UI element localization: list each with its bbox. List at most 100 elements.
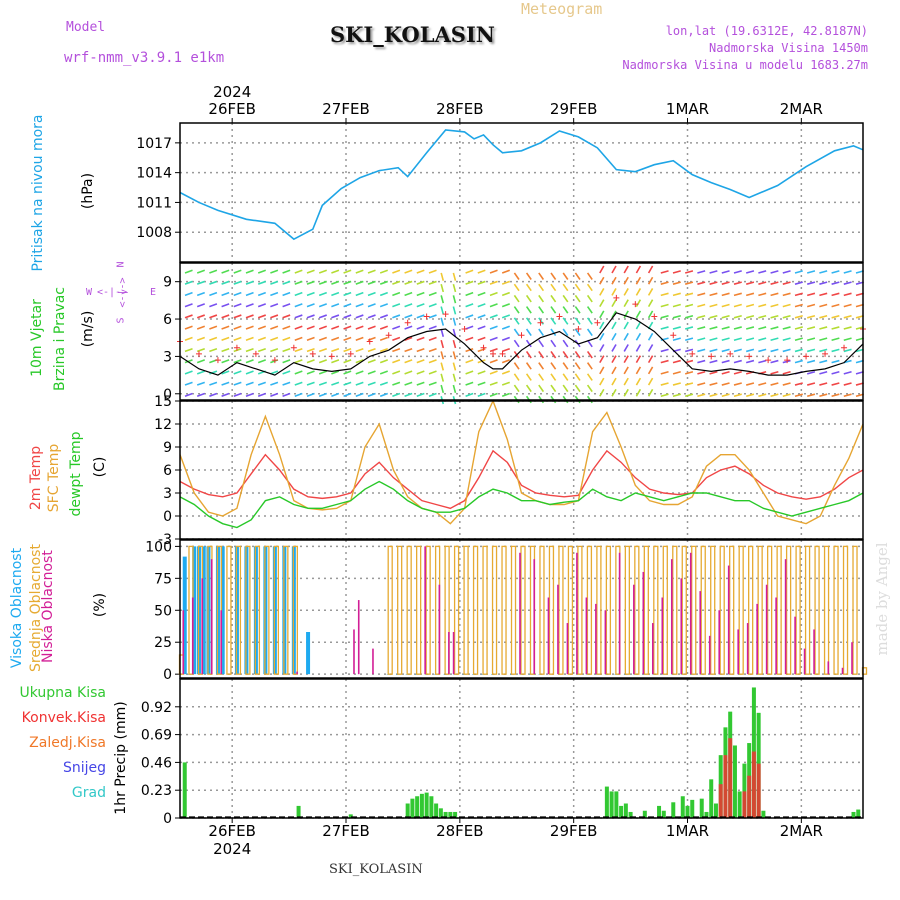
precip-bar-total (438, 808, 443, 818)
wind-arrow (355, 269, 364, 274)
cloud-bar-low (718, 610, 721, 675)
wind-arrow (635, 276, 642, 285)
gust-marker (784, 357, 791, 364)
wind-arrow (574, 373, 581, 381)
cloud-bar-mid (264, 545, 270, 675)
wind-arrow (331, 325, 340, 330)
cloud-bar-mid (577, 545, 583, 675)
cloud-bar-mid (273, 545, 280, 675)
wind-arrow (306, 347, 315, 353)
wind-arrow (501, 280, 510, 285)
cloud-bar-low (566, 623, 569, 675)
wind-arrow (221, 269, 230, 274)
wind-arrow (184, 392, 193, 398)
wind-arrow (477, 392, 486, 398)
wind-arrow (599, 344, 605, 352)
wind-arrow (660, 393, 669, 398)
cloud-bar-low (737, 629, 739, 675)
wind-arrow (428, 370, 437, 375)
wind-arrow (331, 269, 340, 274)
wind-arrow (709, 348, 718, 353)
panel-border-pressure (179, 122, 864, 263)
wind-arrow (416, 347, 425, 353)
precip-bar-total (657, 805, 662, 818)
compass-west: W (86, 287, 93, 298)
wind-arrow (392, 314, 401, 319)
wind-arrow (745, 382, 755, 386)
wind-arrow (697, 337, 706, 341)
wind-arrow (574, 384, 581, 393)
wind-arrow (233, 359, 242, 364)
wind-arrow (538, 373, 545, 381)
legend-snow: Snijeg (62, 760, 106, 776)
precip-bar-total (410, 798, 415, 818)
wind-arrow (672, 371, 681, 375)
y-tick-label: 6 (163, 312, 172, 328)
temp-line-dewpt (179, 480, 864, 529)
wind-arrow (806, 371, 816, 375)
wind-arrow (733, 382, 742, 386)
wind-arrow (343, 392, 352, 398)
legend-frozen: Zaledj.Kisa (29, 735, 106, 751)
gust-marker (727, 350, 734, 357)
wind-arrow (745, 292, 755, 297)
y-tick-label: 12 (154, 417, 172, 433)
cloud-bar-low (585, 597, 588, 675)
wind-arrow (367, 303, 376, 308)
wind-arrow (758, 292, 767, 297)
wind-arrow (697, 326, 706, 330)
wind-arrow (196, 347, 205, 353)
wind-arrow (697, 359, 706, 364)
wind-arrow (404, 325, 413, 330)
wind-arrow (501, 336, 510, 341)
wind-arrow (331, 291, 340, 297)
wind-arrow (331, 303, 340, 308)
y-tick-label: 25 (154, 635, 172, 651)
wind-arrow (392, 347, 401, 353)
wind-arrow (221, 291, 230, 297)
wind-arrow (331, 370, 340, 375)
wind-arrow (623, 377, 629, 386)
precip-bar-total (709, 779, 714, 818)
wind-arrow (635, 332, 642, 341)
y-tick-label: 1011 (136, 195, 172, 211)
wind-arrow (233, 269, 242, 274)
gust-marker (461, 326, 468, 333)
wind-arrow (318, 280, 327, 285)
wind-arrow (245, 269, 254, 274)
wind-arrow (452, 351, 457, 360)
wind-arrow (501, 381, 510, 386)
wind-arrow (501, 392, 510, 398)
cloud-bar-mid (814, 545, 820, 675)
precip-bar-convective (728, 738, 733, 818)
wind-arrow (270, 269, 279, 274)
wind-arrow (306, 280, 315, 285)
wind-arrow (465, 336, 474, 341)
wind-arrow (562, 317, 569, 325)
wind-arrow (745, 359, 755, 364)
wind-arrow (282, 280, 291, 285)
wind-arrow (684, 314, 694, 319)
wind-arrow (428, 392, 437, 398)
wind-arrow (782, 337, 791, 341)
wind-arrow (416, 359, 425, 364)
wind-arrow (282, 314, 291, 319)
wind-arrow (733, 371, 742, 375)
precip-bar-total (609, 791, 614, 818)
wind-arrow (709, 292, 718, 297)
precip-bar-total (434, 803, 439, 818)
y-tick-label: 50 (154, 603, 172, 619)
cloud-bar-mid (453, 545, 460, 675)
wind-arrow (794, 337, 803, 341)
wind-arrow (819, 393, 828, 398)
wind-arrow (513, 328, 520, 337)
wind-arrow (635, 265, 642, 274)
wind-arrow (440, 295, 445, 304)
wind-arrow (586, 384, 593, 393)
wind-arrow (501, 370, 510, 375)
wind-arrow (709, 359, 718, 364)
gust-marker (385, 332, 392, 339)
temp-line-sfc (179, 399, 864, 525)
wind-arrow (343, 336, 352, 341)
wind-arrow (392, 325, 401, 330)
